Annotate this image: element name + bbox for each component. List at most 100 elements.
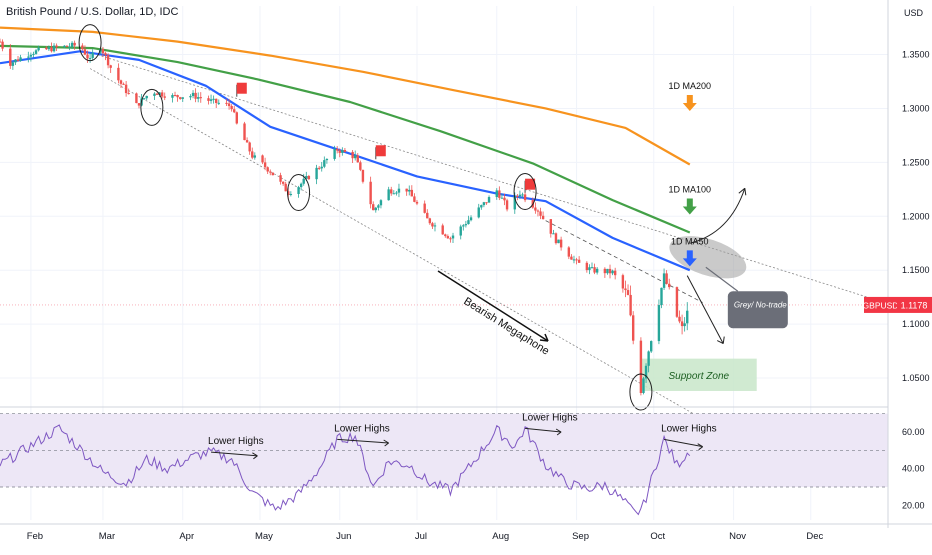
candle-body (194, 92, 197, 99)
candle-body (356, 155, 359, 163)
megaphone-arrow-head-icon (539, 333, 549, 342)
lower-highs-line (525, 427, 562, 433)
time-tick-label: Mar (99, 531, 115, 542)
candle-body (104, 53, 107, 56)
candle-body (88, 57, 92, 59)
candle-body (665, 273, 668, 284)
candle-body (503, 197, 506, 201)
candle-body (189, 96, 192, 98)
candle-body (70, 42, 74, 47)
candle-body (263, 162, 267, 168)
candle-body (359, 162, 362, 170)
ma50-label: 1D MA50 (671, 236, 709, 246)
time-tick-label: Jul (415, 531, 427, 542)
candle-body (253, 155, 257, 158)
candle-body (215, 98, 218, 103)
arrow-head-up-icon (738, 187, 747, 196)
candle-body (171, 95, 174, 98)
time-tick-label: Oct (650, 531, 665, 542)
candle-body (106, 55, 110, 66)
red-flag (375, 145, 386, 157)
candle-body (302, 178, 305, 184)
ma100-arrow-icon (682, 198, 697, 215)
candle-body (199, 97, 202, 99)
candle-body (372, 204, 375, 211)
price-tick-label: 1.3000 (902, 103, 930, 113)
candle-body (14, 59, 17, 63)
candle-body (485, 202, 488, 204)
price-tick-label: 1.2000 (902, 211, 930, 221)
lower-highs-line (337, 438, 389, 444)
candle-body (248, 142, 251, 152)
bullish-projection (689, 188, 746, 244)
candle-body (467, 220, 470, 225)
candle-body (354, 155, 357, 159)
arrow-head-icon (383, 439, 389, 447)
candle-body (91, 52, 94, 58)
candle-body (593, 267, 596, 273)
candle-body (27, 56, 30, 58)
candle-body (549, 219, 553, 234)
price-tick-label: 1.2500 (902, 157, 930, 167)
candle-body (135, 93, 138, 104)
candle-body (683, 323, 686, 327)
support-zone-label: Support Zone (669, 371, 730, 382)
candle-body (305, 176, 308, 179)
candle-body (516, 195, 519, 197)
candle-body (408, 189, 411, 192)
candle-body (631, 315, 635, 341)
candle-body (153, 93, 156, 96)
candle-body (377, 205, 380, 208)
candle-body (83, 49, 87, 55)
candle-body (626, 290, 630, 295)
candle-body (518, 194, 522, 197)
candle-body (269, 171, 272, 173)
candle-body (390, 189, 393, 194)
candle-body (500, 197, 504, 199)
lower-highs-label: Lower Highs (522, 412, 578, 423)
megaphone-arrow (437, 270, 549, 342)
candle-body (541, 215, 545, 220)
candle-body (595, 268, 599, 273)
megaphone-lower (89, 68, 703, 420)
candle-body (668, 283, 671, 288)
lower-highs-line (211, 451, 258, 457)
candle-body (55, 45, 58, 48)
candle-body (225, 102, 228, 104)
candle-body (680, 321, 684, 327)
candle-body (261, 155, 264, 163)
candle-body (487, 197, 491, 203)
candle-body (513, 195, 516, 210)
support-zone (640, 358, 757, 391)
candle-body (575, 259, 578, 261)
candle-body (124, 84, 128, 94)
candle-body (209, 99, 213, 101)
candle-body (81, 45, 84, 50)
candles (0, 38, 689, 396)
price-axis-bg (888, 0, 932, 550)
candle-body (395, 192, 398, 194)
candle-body (613, 270, 617, 276)
candle-body (405, 188, 408, 192)
candle-body (178, 97, 182, 99)
candle-body (307, 176, 311, 180)
candle-body (320, 166, 323, 169)
candle-body (251, 151, 254, 158)
candle-body (423, 203, 426, 213)
candle-body (145, 95, 148, 99)
candle-body (572, 259, 576, 261)
candle-body (315, 167, 318, 180)
candle-body (117, 67, 120, 81)
candle-body (142, 98, 146, 100)
candle-body (459, 226, 462, 236)
candle-body (621, 275, 625, 289)
candle-body (611, 270, 614, 274)
candle-body (410, 189, 414, 197)
candle-body (297, 187, 300, 194)
candle-body (392, 193, 396, 195)
candle-body (37, 47, 40, 51)
candle-body (451, 235, 455, 239)
ma200-label: 1D MA200 (669, 81, 712, 91)
